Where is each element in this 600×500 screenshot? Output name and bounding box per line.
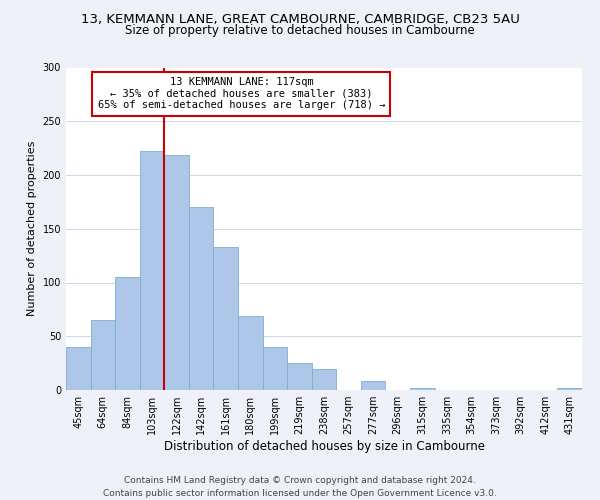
Bar: [557, 388, 582, 390]
Bar: [361, 382, 385, 390]
Text: Size of property relative to detached houses in Cambourne: Size of property relative to detached ho…: [125, 24, 475, 37]
Text: Contains HM Land Registry data © Crown copyright and database right 2024.
Contai: Contains HM Land Registry data © Crown c…: [103, 476, 497, 498]
Bar: [263, 347, 287, 390]
Text: 13, KEMMANN LANE, GREAT CAMBOURNE, CAMBRIDGE, CB23 5AU: 13, KEMMANN LANE, GREAT CAMBOURNE, CAMBR…: [80, 12, 520, 26]
Bar: [238, 316, 263, 390]
Bar: [410, 388, 434, 390]
Text: 13 KEMMANN LANE: 117sqm
← 35% of detached houses are smaller (383)
65% of semi-d: 13 KEMMANN LANE: 117sqm ← 35% of detache…: [98, 77, 385, 110]
Bar: [66, 347, 91, 390]
Bar: [312, 368, 336, 390]
Bar: [91, 320, 115, 390]
Bar: [140, 152, 164, 390]
Bar: [189, 207, 214, 390]
Bar: [164, 154, 189, 390]
Y-axis label: Number of detached properties: Number of detached properties: [27, 141, 37, 316]
Bar: [115, 277, 140, 390]
Bar: [287, 363, 312, 390]
Bar: [214, 247, 238, 390]
X-axis label: Distribution of detached houses by size in Cambourne: Distribution of detached houses by size …: [163, 440, 485, 453]
